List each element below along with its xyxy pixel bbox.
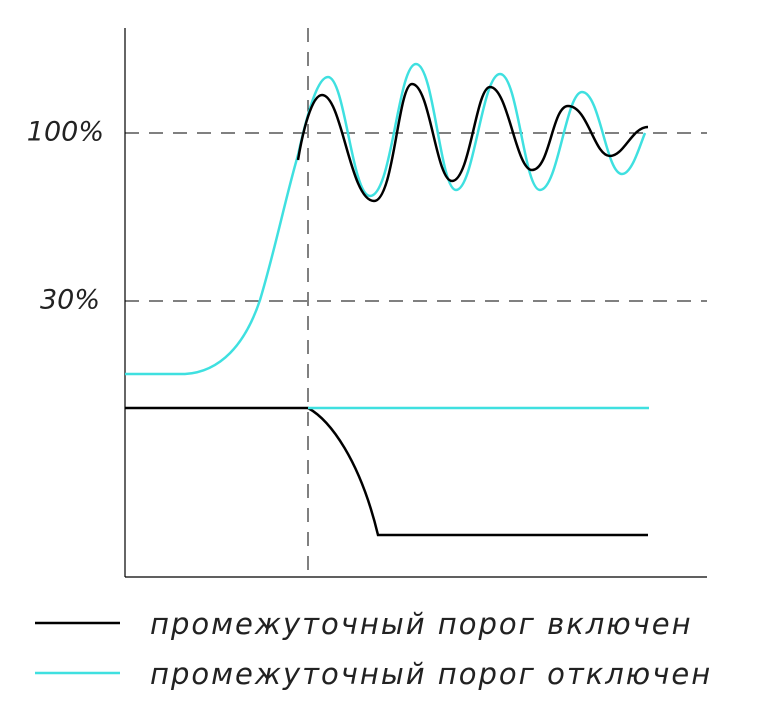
- legend-label: промежуточный порог включен: [150, 607, 693, 641]
- signal-on: [125, 406, 648, 537]
- level-label: 100%: [27, 117, 104, 148]
- curve-off: [125, 62, 647, 376]
- curve-on: [296, 82, 649, 203]
- level-label: 30%: [40, 285, 100, 316]
- legend-label: промежуточный порог отключен: [150, 657, 712, 691]
